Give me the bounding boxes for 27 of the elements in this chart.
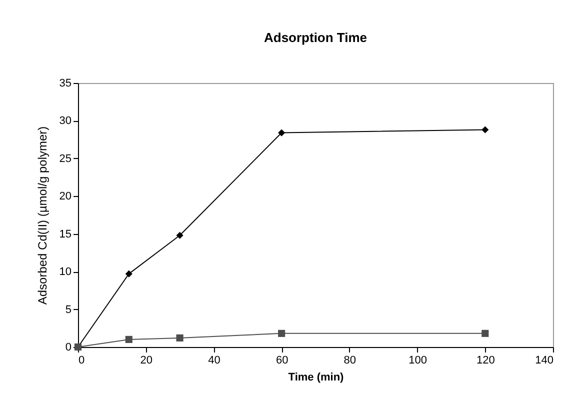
y-tick-label: 15 <box>59 228 72 240</box>
x-tick-label: 60 <box>276 354 288 366</box>
x-tick-label: 80 <box>344 354 356 366</box>
x-tick-label: 0 <box>78 354 85 366</box>
y-tick-label: 10 <box>59 266 72 278</box>
y-tick-label: 20 <box>59 190 72 203</box>
y-tick-label: 30 <box>59 115 72 128</box>
point <box>125 336 132 343</box>
x-tick-label: 120 <box>476 354 495 366</box>
point <box>278 330 286 337</box>
x-tick-label: 20 <box>140 354 152 366</box>
y-tick-label: 25 <box>59 152 72 165</box>
chart-title: Adsorption Time <box>264 30 368 45</box>
y-tick-label: 35 <box>59 78 72 90</box>
x-tick-label: 40 <box>208 354 220 366</box>
point <box>278 129 286 136</box>
point <box>482 126 489 134</box>
x-tick-label: 100 <box>408 354 427 366</box>
point <box>176 232 184 239</box>
y-axis-title: Adsorbed Cd(II) (µmol/g polymer) <box>35 126 50 305</box>
x-tick-label: 140 <box>535 354 554 366</box>
y-tick-label: 5 <box>65 304 72 316</box>
y-tick-label: 0 <box>65 342 72 354</box>
point <box>482 330 489 337</box>
point <box>176 334 184 342</box>
x-axis-title: Time (min) <box>288 372 344 384</box>
point <box>125 270 132 278</box>
